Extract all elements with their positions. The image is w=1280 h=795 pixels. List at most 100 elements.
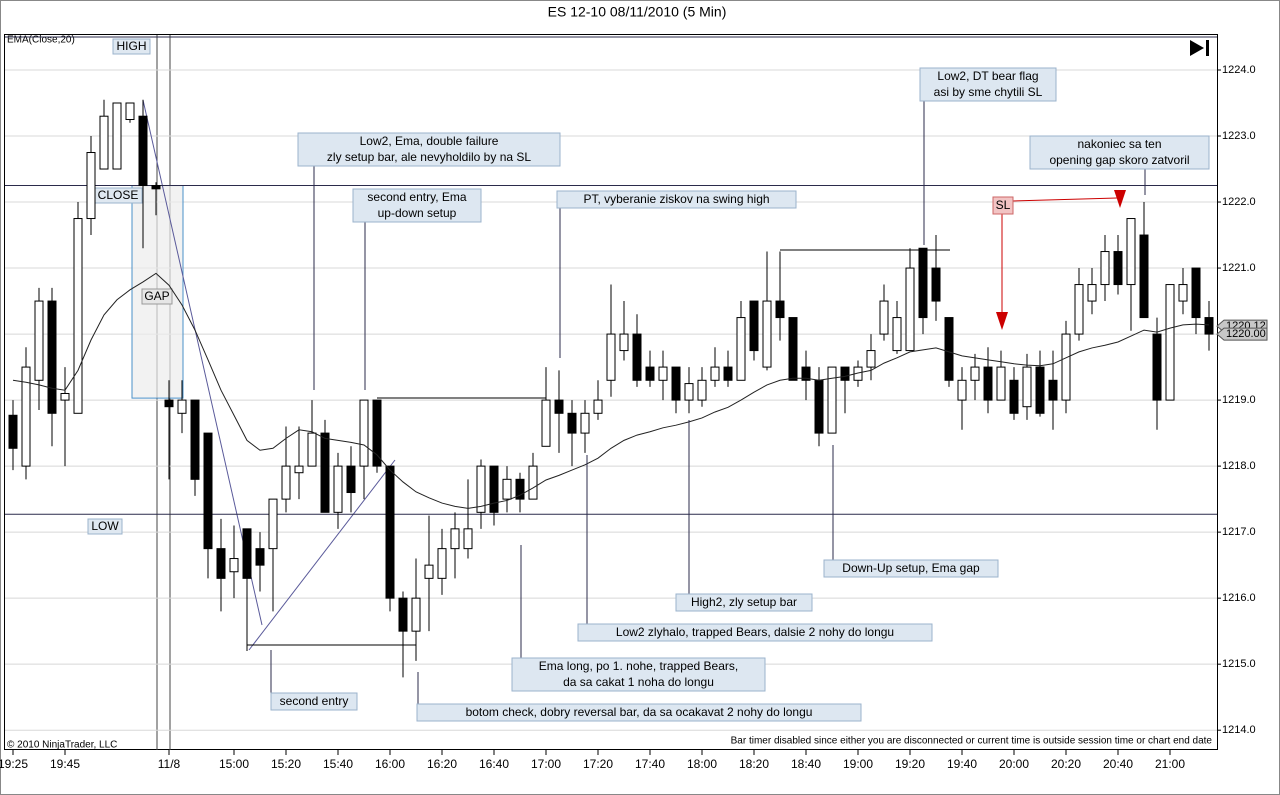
candle-body — [1022, 366, 1032, 408]
y-tick-label: 1216.0 — [1222, 592, 1256, 604]
play-icon[interactable] — [1190, 40, 1204, 56]
candle-body — [8, 414, 18, 449]
annotation-box — [823, 559, 999, 578]
candle-body — [242, 528, 252, 579]
y-tick-label: 1222.0 — [1222, 196, 1256, 208]
candle-body — [645, 366, 655, 381]
candle-body — [73, 218, 83, 414]
candle-body — [1074, 284, 1084, 335]
candle-body — [671, 366, 681, 401]
candle-body — [203, 432, 213, 550]
annotation-text: High2, zly setup bar — [691, 595, 797, 609]
gap-label: GAP — [144, 289, 169, 303]
scroll-end-icon[interactable] — [1190, 40, 1209, 56]
x-tick-label: 15:40 — [323, 757, 353, 771]
annotation-box — [352, 188, 482, 223]
candle-body — [1009, 379, 1019, 414]
annotation-box — [297, 132, 561, 167]
candle-body — [918, 247, 928, 319]
y-tick-label: 1218.0 — [1222, 460, 1256, 472]
candle-body — [1126, 218, 1136, 286]
ema-line — [12, 272, 1210, 509]
y-tick-label: 1217.0 — [1222, 526, 1256, 538]
stop-label: SL — [996, 198, 1011, 212]
candle-body — [814, 379, 824, 434]
candle-body — [1191, 267, 1201, 319]
candle-body — [1165, 284, 1175, 401]
annotation-box — [675, 593, 813, 612]
candle-body — [411, 597, 421, 632]
candle-body — [450, 528, 460, 550]
annotation-box — [577, 623, 933, 642]
annotation-box — [416, 703, 862, 722]
candle-body — [86, 152, 96, 220]
annotation-text: opening gap skoro zatvoril — [1049, 153, 1189, 167]
candle-body — [1113, 251, 1123, 286]
candle-body — [437, 548, 447, 579]
candle-body — [697, 379, 707, 401]
candle-body — [164, 399, 174, 408]
x-tick-label: 19:25 — [0, 757, 28, 771]
candle-body — [1035, 366, 1045, 414]
annotation-text: Ema long, po 1. nohe, trapped Bears, — [539, 659, 738, 673]
x-tick-label: 18:20 — [739, 757, 769, 771]
candle-body — [710, 366, 720, 381]
candle-body — [554, 399, 564, 414]
level-label: HIGH — [117, 39, 147, 53]
candle-body — [281, 465, 291, 500]
status-text: Bar timer disabled since either you are … — [731, 736, 1213, 747]
x-tick-label: 20:40 — [1103, 757, 1133, 771]
candle-body — [840, 366, 850, 381]
candle-body — [502, 478, 512, 500]
annotation-box — [556, 190, 797, 209]
candle-body — [476, 465, 486, 513]
end-bar-icon[interactable] — [1206, 40, 1209, 56]
candle-body — [190, 399, 200, 480]
candle-body — [762, 300, 772, 368]
candles — [8, 99, 1214, 678]
x-tick-label: 19:20 — [895, 757, 925, 771]
candle-body — [216, 548, 226, 579]
candle-body — [879, 300, 889, 335]
annotation-text: Low2, Ema, double failure — [360, 134, 499, 148]
candle-body — [1087, 284, 1097, 302]
stop-line — [1011, 197, 1118, 202]
trend-line — [248, 459, 396, 651]
annotation-text: Low2 zlyhalo, trapped Bears, dalsie 2 no… — [616, 625, 894, 639]
gap-label-box — [141, 288, 173, 305]
level-label-box — [112, 38, 151, 55]
candle-body — [424, 564, 434, 579]
candle-body — [580, 412, 590, 434]
candle-body — [749, 300, 759, 352]
indicator-label: EMA(Close,20) — [7, 35, 75, 46]
candle-body — [229, 558, 239, 573]
price-marker — [1216, 327, 1268, 341]
candle-body — [1061, 333, 1071, 401]
candle-body — [541, 399, 551, 447]
x-tick-label: 15:20 — [271, 757, 301, 771]
y-tick-label: 1224.0 — [1222, 64, 1256, 76]
drawings — [142, 99, 1126, 651]
candle-body — [47, 300, 57, 414]
x-tick-label: 19:40 — [947, 757, 977, 771]
annotation-text: Low2, DT bear flag — [937, 69, 1038, 83]
candle-body — [1048, 379, 1058, 401]
candle-body — [151, 185, 161, 190]
candle-body — [346, 465, 356, 494]
candle-body — [1139, 234, 1149, 319]
candle-body — [489, 465, 499, 513]
x-tick-label: 11/8 — [158, 757, 181, 771]
candle-body — [892, 317, 902, 352]
copyright: © 2010 NinjaTrader, LLC — [7, 740, 117, 751]
candle-body — [294, 465, 304, 474]
candle-body — [931, 267, 941, 302]
y-tick-label: 1215.0 — [1222, 658, 1256, 670]
annotation-box — [270, 692, 358, 711]
candle-body — [632, 333, 642, 381]
annotation-text: botom check, dobry reversal bar, da sa o… — [466, 705, 813, 719]
level-label-box — [87, 518, 123, 535]
annotation-box — [511, 657, 766, 692]
candle-body — [567, 412, 577, 434]
annotation-text: da sa cakat 1 noha do longu — [563, 675, 714, 689]
